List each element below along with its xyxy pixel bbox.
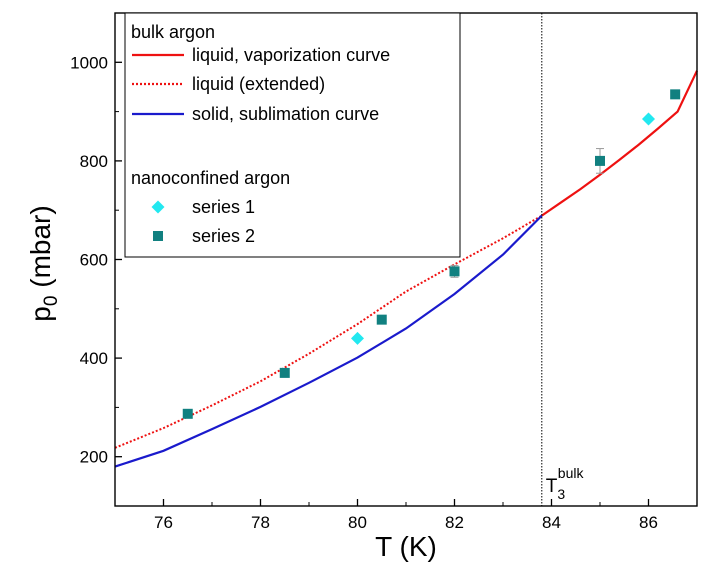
x-tick-label-78: 78 [251,513,270,532]
y-tick-label-1000: 1000 [70,53,108,72]
y-tick-label-600: 600 [80,251,108,270]
point-series-2-3 [449,266,460,277]
point-series-2-4 [595,155,605,166]
y-axis-title-subscript: 0 [41,296,62,307]
y-tick-label-400: 400 [80,349,108,368]
legend-label-sublimation: solid, sublimation curve [192,104,379,124]
point-series-2-1 [279,367,290,378]
triple-point-label-sup: bulk [558,465,585,481]
legend-label-series-1: series 1 [192,197,255,217]
legend-marker-shape [153,231,163,241]
curve-liquid-vaporization-curve [541,70,698,217]
triple-point-label: T3 bulk [546,465,585,502]
triple-point-label-main: T [546,476,558,497]
legend-marker-series-1 [151,200,165,214]
point-series-1-1 [642,112,655,126]
x-axis-title: T (K) [375,531,437,562]
legend-label-series-2: series 2 [192,226,255,246]
x-tick-label-76: 76 [154,513,173,532]
y-axis-title: p0 (mbar) [25,205,62,321]
x-tick-label-84: 84 [542,513,561,532]
legend-group-title-bulk: bulk argon [131,22,215,42]
legend-marker-shape [151,200,165,214]
legend: bulk argon liquid, vaporization curve li… [124,12,461,258]
curve-liquid-extended [114,214,543,449]
point-series-2-0 [182,408,193,419]
curves-group [114,70,698,468]
y-tick-label-200: 200 [80,448,108,467]
data-points-group [182,89,681,419]
point-series-2-5 [670,89,681,100]
axis-ticks-group: 76 78 80 82 84 86 200 400 600 800 1000 [70,12,698,532]
triple-point-label-sub: 3 [557,486,565,502]
x-tick-label-80: 80 [348,513,367,532]
x-tick-label-86: 86 [639,513,658,532]
y-axis-title-main: p [25,306,56,322]
legend-box [124,12,461,258]
y-axis-title-unit: (mbar) [25,205,56,295]
legend-group-title-nanoconfined: nanoconfined argon [131,168,290,188]
point-series-2-2 [376,314,387,325]
point-series-1-0 [351,331,364,345]
legend-label-liquid-extended: liquid (extended) [192,74,325,94]
x-tick-label-82: 82 [445,513,464,532]
y-tick-label-800: 800 [80,152,108,171]
legend-marker-series-2 [153,231,163,241]
legend-label-vaporization: liquid, vaporization curve [192,45,390,65]
curve-solid-sublimation-curve [114,214,543,468]
